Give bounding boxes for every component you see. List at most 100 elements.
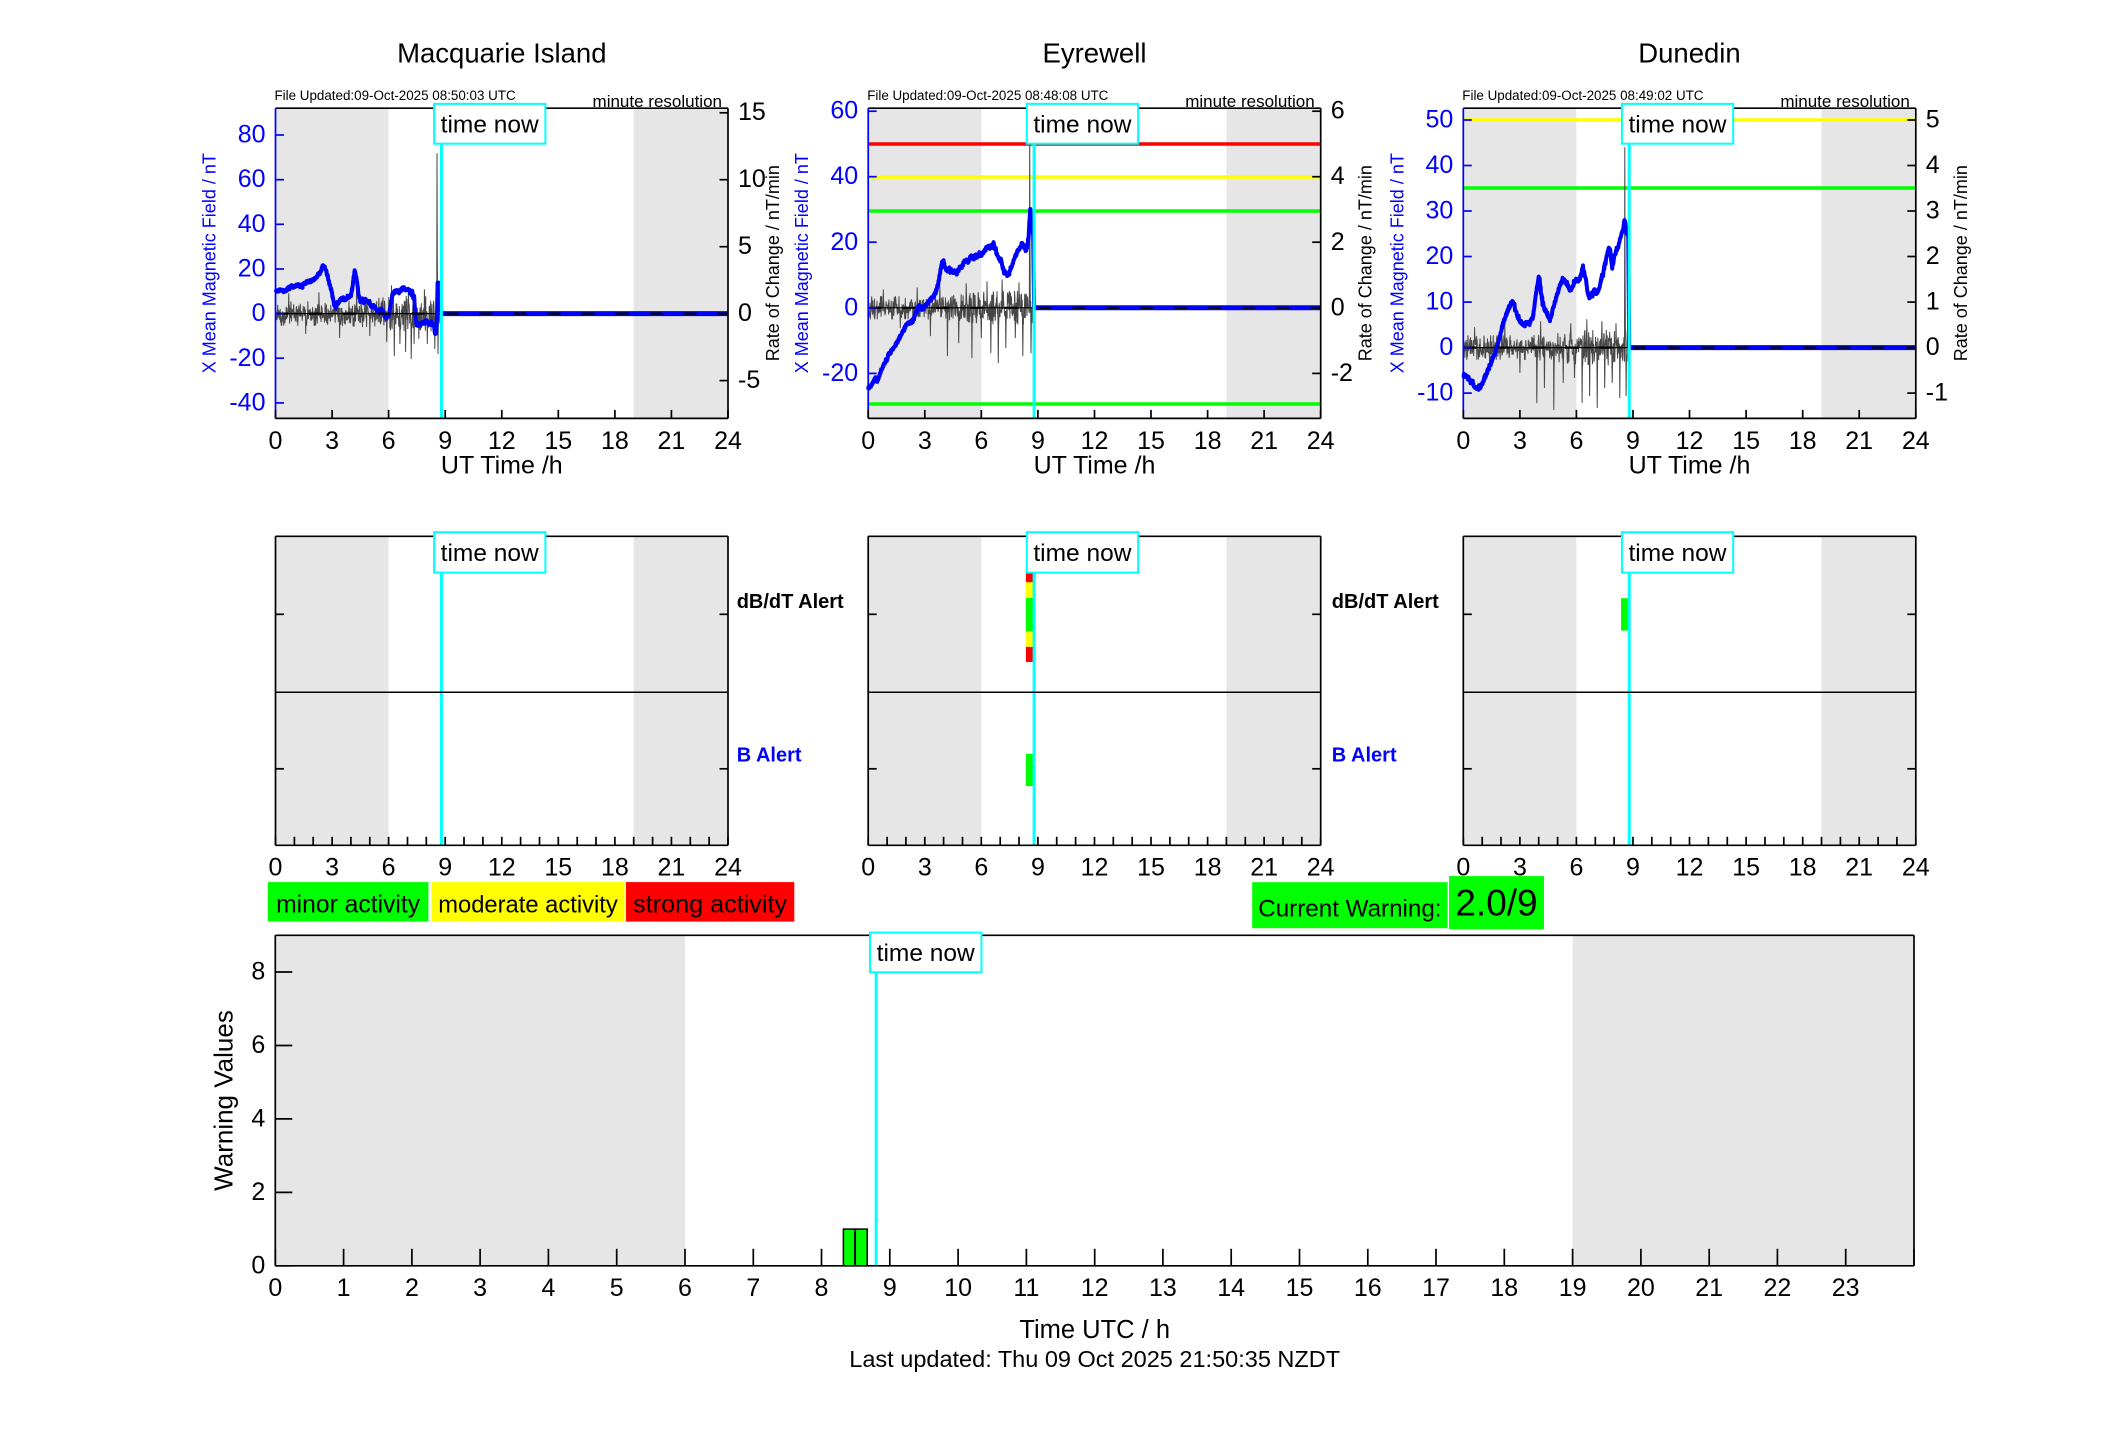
svg-text:24: 24 [1902, 853, 1930, 881]
svg-text:24: 24 [1307, 427, 1335, 455]
svg-text:50: 50 [1425, 106, 1453, 134]
svg-text:40: 40 [238, 210, 266, 238]
svg-text:21: 21 [1250, 427, 1278, 455]
svg-text:0: 0 [861, 427, 875, 455]
svg-text:6: 6 [1569, 427, 1583, 455]
svg-text:2.0/9: 2.0/9 [1455, 883, 1537, 924]
svg-text:3: 3 [473, 1274, 487, 1302]
svg-text:10: 10 [1425, 288, 1453, 316]
svg-text:5: 5 [738, 232, 752, 260]
svg-text:time now: time now [441, 111, 539, 138]
svg-text:30: 30 [1425, 197, 1453, 225]
svg-text:15: 15 [1137, 853, 1165, 881]
svg-text:20: 20 [238, 255, 266, 283]
svg-text:15: 15 [1286, 1274, 1314, 1302]
svg-text:0: 0 [1456, 853, 1470, 881]
svg-text:6: 6 [974, 853, 988, 881]
svg-text:9: 9 [438, 427, 452, 455]
svg-text:17: 17 [1422, 1274, 1450, 1302]
svg-text:19: 19 [1559, 1274, 1587, 1302]
svg-text:10: 10 [738, 165, 766, 193]
svg-text:21: 21 [1845, 427, 1873, 455]
svg-text:18: 18 [1194, 853, 1222, 881]
svg-text:12: 12 [1676, 427, 1704, 455]
svg-text:20: 20 [1627, 1274, 1655, 1302]
svg-text:9: 9 [1031, 427, 1045, 455]
svg-text:8: 8 [251, 958, 265, 986]
svg-text:80: 80 [238, 121, 266, 149]
svg-text:18: 18 [1490, 1274, 1518, 1302]
svg-text:2: 2 [405, 1274, 419, 1302]
svg-text:Rate of Change / nT/min: Rate of Change / nT/min [1356, 165, 1376, 361]
svg-text:File Updated:09-Oct-2025 08:49: File Updated:09-Oct-2025 08:49:02 UTC [1462, 88, 1703, 103]
svg-text:12: 12 [1676, 853, 1704, 881]
svg-text:12: 12 [1081, 853, 1109, 881]
svg-text:time now: time now [877, 940, 975, 967]
svg-text:UT Time /h: UT Time /h [1034, 452, 1156, 480]
svg-text:15: 15 [1137, 427, 1165, 455]
svg-text:15: 15 [544, 853, 572, 881]
svg-text:0: 0 [268, 1274, 282, 1302]
svg-text:40: 40 [1425, 151, 1453, 179]
svg-text:Macquarie Island: Macquarie Island [397, 37, 606, 68]
svg-text:0: 0 [861, 853, 875, 881]
svg-text:24: 24 [714, 427, 742, 455]
svg-text:6: 6 [1569, 853, 1583, 881]
svg-text:dB/dT Alert: dB/dT Alert [1332, 591, 1439, 613]
svg-text:B Alert: B Alert [737, 745, 802, 767]
svg-text:7: 7 [746, 1274, 760, 1302]
svg-text:4: 4 [541, 1274, 555, 1302]
svg-text:time now: time now [1628, 540, 1726, 567]
svg-text:minute resolution: minute resolution [1780, 92, 1909, 111]
svg-text:Rate of Change / nT/min: Rate of Change / nT/min [763, 165, 783, 361]
svg-text:X Mean Magnetic Field / nT: X Mean Magnetic Field / nT [1387, 153, 1407, 373]
svg-text:File Updated:09-Oct-2025 08:48: File Updated:09-Oct-2025 08:48:08 UTC [867, 88, 1108, 103]
svg-text:60: 60 [238, 165, 266, 193]
svg-text:-5: -5 [738, 366, 760, 394]
svg-text:9: 9 [1626, 853, 1640, 881]
svg-text:5: 5 [610, 1274, 624, 1302]
svg-text:22: 22 [1763, 1274, 1791, 1302]
svg-text:0: 0 [252, 299, 266, 327]
svg-text:24: 24 [1307, 853, 1335, 881]
svg-text:-40: -40 [229, 388, 265, 416]
svg-text:0: 0 [251, 1251, 265, 1279]
svg-text:6: 6 [251, 1031, 265, 1059]
svg-text:23: 23 [1832, 1274, 1860, 1302]
svg-text:3: 3 [1513, 427, 1527, 455]
svg-text:time now: time now [441, 540, 539, 567]
svg-text:10: 10 [944, 1274, 972, 1302]
svg-text:moderate activity: moderate activity [438, 892, 618, 919]
svg-text:Rate of Change / nT/min: Rate of Change / nT/min [1951, 165, 1971, 361]
svg-text:3: 3 [918, 427, 932, 455]
svg-text:X Mean Magnetic Field / nT: X Mean Magnetic Field / nT [200, 153, 220, 373]
svg-text:16: 16 [1354, 1274, 1382, 1302]
svg-text:0: 0 [738, 299, 752, 327]
svg-text:6: 6 [1331, 97, 1345, 125]
svg-text:24: 24 [1902, 427, 1930, 455]
svg-text:-1: -1 [1926, 379, 1948, 407]
svg-text:time now: time now [1033, 540, 1131, 567]
svg-text:minor activity: minor activity [276, 892, 421, 919]
svg-text:time now: time now [1628, 111, 1726, 138]
svg-text:minute resolution: minute resolution [593, 92, 722, 111]
svg-text:-2: -2 [1331, 359, 1353, 387]
svg-text:4: 4 [251, 1104, 265, 1132]
svg-text:3: 3 [1513, 853, 1527, 881]
svg-text:5: 5 [1926, 106, 1940, 134]
svg-text:9: 9 [438, 853, 452, 881]
svg-text:12: 12 [488, 853, 516, 881]
svg-text:Dunedin: Dunedin [1638, 37, 1740, 68]
svg-text:9: 9 [1626, 427, 1640, 455]
svg-text:15: 15 [738, 98, 766, 126]
svg-text:21: 21 [1250, 853, 1278, 881]
svg-text:Warning Values: Warning Values [209, 1010, 239, 1191]
svg-text:9: 9 [883, 1274, 897, 1302]
svg-text:time now: time now [1033, 111, 1131, 138]
svg-text:1: 1 [1926, 288, 1940, 316]
svg-text:3: 3 [1926, 197, 1940, 225]
svg-text:15: 15 [544, 427, 572, 455]
svg-text:3: 3 [325, 853, 339, 881]
svg-text:UT Time /h: UT Time /h [1629, 452, 1751, 480]
svg-text:9: 9 [1031, 853, 1045, 881]
